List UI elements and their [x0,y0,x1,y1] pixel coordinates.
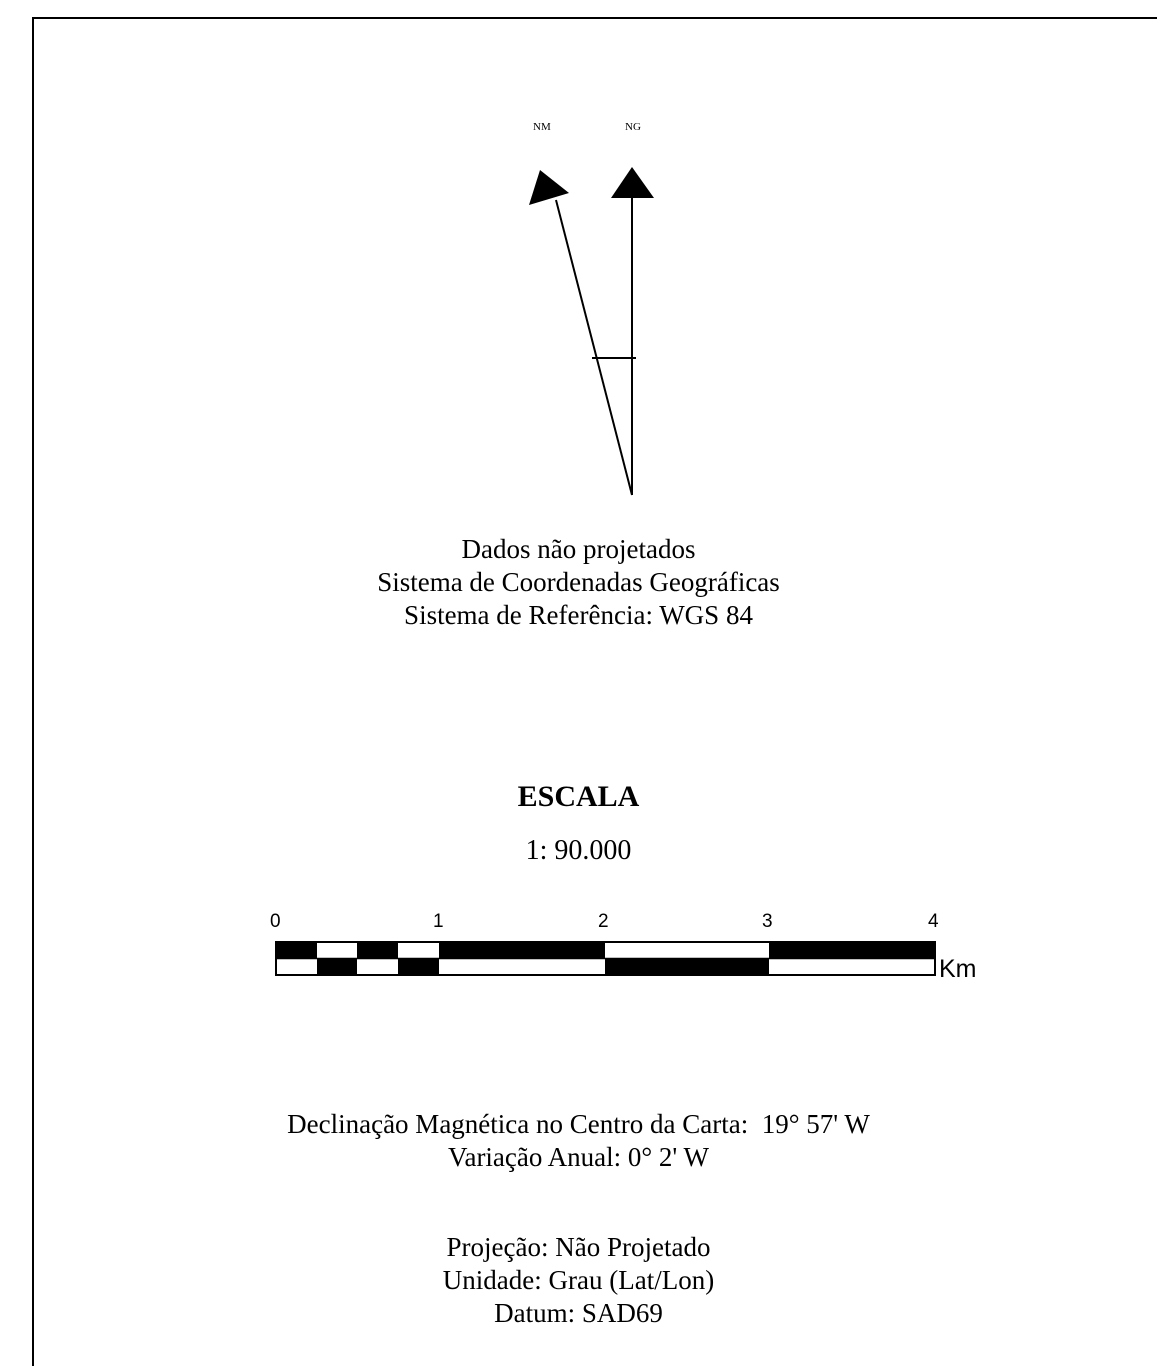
scale-tick-label: 3 [762,911,773,932]
scale-tick-label: 1 [433,911,444,932]
geographic-north-label: NG [625,121,641,133]
magnetic-north-line [555,199,633,496]
data-info-line: Sistema de Coordenadas Geográficas [377,567,780,597]
scale-segment [276,942,317,959]
scale-segment [605,958,769,975]
scale-segment [317,958,357,975]
magnetic-north-arrowhead [529,170,569,205]
scale-tick-label: 0 [270,911,281,932]
annual-variation-line: Variação Anual: 0° 2' W [447,1142,710,1172]
scale-title: ESCALA [517,780,640,813]
projection-block: Projeção: Não Projetado Unidade: Grau (L… [0,1231,1157,1330]
scale-segment [769,942,935,959]
scale-bar [275,941,936,976]
geographic-north-arrowhead [611,167,654,198]
projection-line: Projeção: Não Projetado [446,1232,711,1262]
magnetic-north-label: NM [533,121,551,133]
scale-tick-label: 2 [598,911,609,932]
scale-ratio: 1: 90.000 [525,835,632,866]
map-frame [32,17,1157,1366]
scale-segment [439,942,605,959]
datum-line: Datum: SAD69 [494,1298,663,1328]
data-info-line: Dados não projetados [461,534,696,564]
scale-segment [357,942,398,959]
scale-unit: Km [939,955,977,983]
unit-line: Unidade: Grau (Lat/Lon) [442,1265,715,1295]
data-info-block: Dados não projetados Sistema de Coordena… [0,533,1157,632]
data-info-line: Sistema de Referência: WGS 84 [404,600,753,630]
declination-line: Declinação Magnética no Centro da Carta:… [287,1109,870,1139]
declination-block: Declinação Magnética no Centro da Carta:… [0,1108,1157,1174]
scale-tick-label: 4 [928,911,939,932]
scale-segment [398,958,439,975]
